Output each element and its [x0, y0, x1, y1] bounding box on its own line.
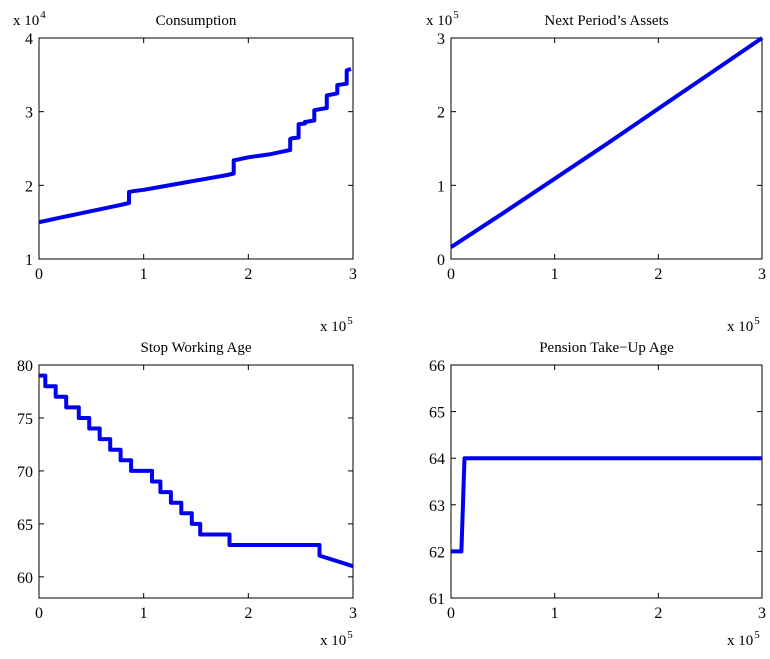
y-tick-label: 64 — [429, 451, 445, 468]
x-tick-label: 0 — [447, 266, 455, 283]
y-tick-label: 63 — [429, 498, 445, 515]
x-tick-label: 1 — [140, 266, 148, 283]
x-tick-label: 0 — [447, 605, 455, 622]
subplot-2: Next Period’s Assets 0 1 2 3 0 1 2 3 x 105 x 105 — [426, 9, 766, 335]
x-tick-label: 1 — [551, 605, 559, 622]
x-tick-label: 0 — [35, 605, 43, 622]
y-tick-label: 75 — [17, 411, 33, 428]
y-tick-label: 80 — [17, 358, 33, 375]
y-tick-label: 4 — [25, 31, 33, 48]
x-axis-multiplier: x 105 — [727, 315, 760, 335]
chart-title: Next Period’s Assets — [544, 13, 668, 29]
plot-area-frame — [38, 364, 354, 599]
y-tick-label: 66 — [429, 358, 445, 375]
y-tick-label: 1 — [437, 178, 445, 195]
series-line — [451, 456, 762, 554]
y-tick-label: 65 — [17, 517, 33, 534]
x-tick-label: 2 — [244, 605, 252, 622]
x-tick-label: 3 — [349, 605, 357, 622]
plot-area-frame — [450, 37, 763, 260]
x-tick-label: 2 — [654, 266, 662, 283]
y-tick-label: 3 — [437, 31, 445, 48]
y-tick-label: 61 — [429, 591, 445, 608]
x-axis-multiplier: x 105 — [320, 315, 353, 335]
series-line — [39, 373, 354, 569]
series-line — [38, 67, 352, 225]
y-tick-label: 1 — [25, 252, 33, 269]
x-tick-label: 3 — [758, 605, 766, 622]
y-axis-multiplier: x 105 — [426, 9, 459, 29]
x-tick-label: 3 — [758, 266, 766, 283]
plot-area-frame — [38, 37, 354, 260]
series-line — [449, 36, 764, 249]
y-tick-label: 2 — [437, 105, 445, 122]
x-axis-multiplier: x 105 — [727, 629, 760, 649]
plot-area-frame — [450, 364, 763, 599]
x-axis-multiplier: x 105 — [320, 629, 353, 649]
x-tick-label: 1 — [140, 605, 148, 622]
y-tick-label: 65 — [429, 405, 445, 422]
y-tick-label: 2 — [25, 178, 33, 195]
y-tick-label: 70 — [17, 464, 33, 481]
x-tick-label: 0 — [35, 266, 43, 283]
y-axis-multiplier: x 104 — [13, 9, 46, 29]
subplot-4: Pension Take−Up Age 0 1 2 3 61 62 63 64 65 66 x 105 — [429, 340, 766, 649]
x-tick-label: 2 — [244, 266, 252, 283]
y-tick-label: 60 — [17, 570, 33, 587]
subplot-3: Stop Working Age 0 1 2 3 60 65 70 75 80 x 105 — [17, 340, 357, 649]
y-tick-label: 62 — [429, 544, 445, 561]
y-tick-label: 3 — [25, 105, 33, 122]
x-tick-label: 3 — [349, 266, 357, 283]
x-tick-label: 2 — [654, 605, 662, 622]
chart-title: Pension Take−Up Age — [539, 340, 674, 356]
y-tick-label: 0 — [437, 252, 445, 269]
chart-title: Stop Working Age — [140, 340, 251, 356]
chart-title: Consumption — [156, 13, 237, 29]
x-tick-label: 1 — [551, 266, 559, 283]
